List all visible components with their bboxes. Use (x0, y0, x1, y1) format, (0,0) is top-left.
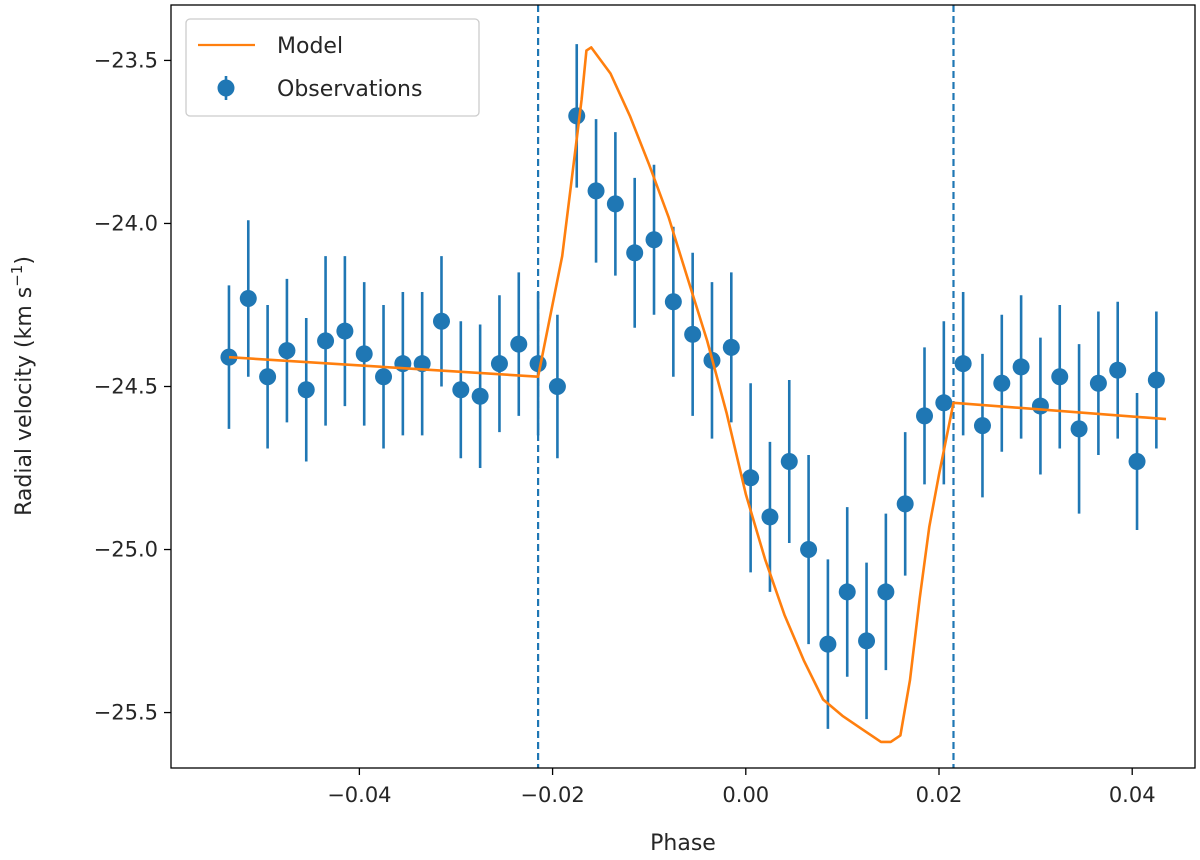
x-axis-label: Phase (650, 831, 716, 856)
observation-point (993, 374, 1011, 392)
legend-observations-label: Observations (277, 77, 422, 102)
y-axis-label: Radial velocity (km s−1) (8, 256, 37, 516)
observation-point (1147, 371, 1165, 389)
observation-point (664, 293, 682, 311)
x-tick-label: 0.00 (722, 783, 769, 807)
observation-point (529, 355, 547, 373)
observation-point (858, 632, 876, 650)
observation-point (1051, 368, 1069, 386)
y-axis: −23.5 −24.0 −24.5 −25.0 −25.5 (94, 48, 171, 725)
observation-point (452, 381, 470, 399)
observation-point (896, 495, 914, 513)
plot-area (220, 5, 1167, 768)
x-tick-label: 0.04 (1109, 783, 1156, 807)
observation-point (1089, 374, 1107, 392)
observation-point (1070, 420, 1088, 438)
observation-point (973, 417, 991, 435)
y-axis-label-close: ) (12, 256, 37, 265)
observation-point (645, 231, 663, 249)
observation-point (800, 541, 818, 559)
x-tick-label: −0.02 (520, 783, 584, 807)
observation-point (510, 335, 528, 353)
observation-point (1128, 452, 1146, 470)
observation-point (471, 387, 489, 405)
y-tick-label: −23.5 (94, 48, 158, 72)
observation-point (780, 452, 798, 470)
observation-point (278, 342, 296, 360)
observation-point (259, 368, 277, 386)
observation-point (1012, 358, 1030, 376)
observation-point (568, 107, 586, 125)
y-tick-label: −24.5 (94, 375, 158, 399)
observation-point (220, 348, 238, 366)
observation-point (432, 312, 450, 330)
observation-point (742, 469, 760, 487)
observation-point (606, 195, 624, 213)
observation-point (1031, 397, 1049, 415)
legend: Model Observations (185, 18, 480, 117)
observation-point (761, 508, 779, 526)
observation-point (490, 355, 508, 373)
observation-point (626, 244, 644, 262)
observation-point (819, 635, 837, 653)
x-axis: −0.04 −0.02 0.00 0.02 0.04 (327, 768, 1156, 807)
observation-point (317, 332, 335, 350)
observation-point (838, 583, 856, 601)
y-axis-label-main: Radial velocity (km s (12, 287, 37, 516)
observation-point (684, 325, 702, 343)
observation-point (935, 394, 953, 412)
observation-point (375, 368, 393, 386)
y-tick-label: −25.0 (94, 538, 158, 562)
observation-point (297, 381, 315, 399)
observation-point (548, 378, 566, 395)
observation-point (239, 289, 257, 307)
observation-point (355, 345, 373, 363)
x-tick-label: −0.04 (327, 783, 391, 807)
x-tick-label: 0.02 (916, 783, 963, 807)
legend-box (185, 18, 480, 117)
observation-point (1109, 361, 1127, 379)
y-tick-label: −25.5 (94, 701, 158, 725)
legend-model-label: Model (277, 34, 343, 59)
observation-point (877, 583, 895, 601)
legend-observations-swatch-marker (217, 79, 235, 97)
observation-point (587, 182, 605, 200)
observation-point (954, 355, 972, 373)
observation-point (722, 338, 740, 356)
y-axis-label-sup: −1 (8, 265, 26, 287)
observation-point (336, 322, 354, 340)
observation-point (916, 407, 934, 425)
y-tick-label: −24.0 (94, 211, 158, 235)
model-line (228, 46, 1167, 744)
